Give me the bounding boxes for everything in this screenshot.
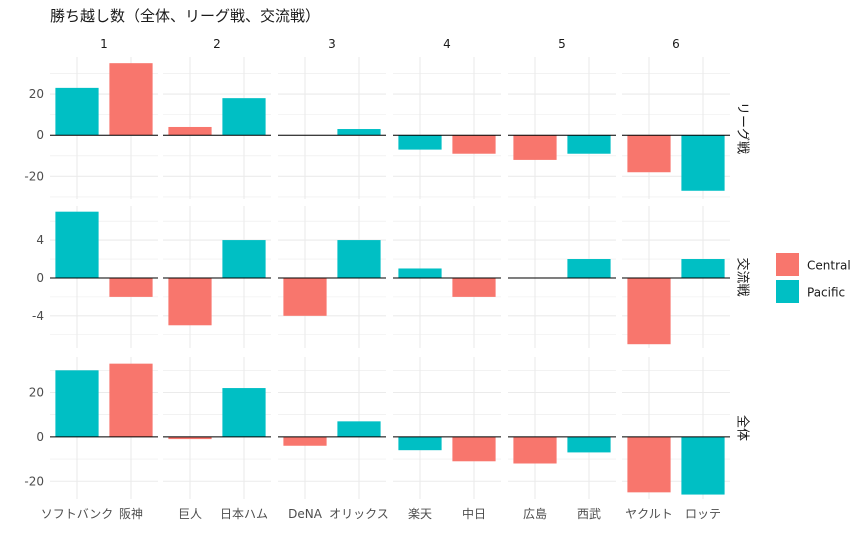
bar: [337, 421, 381, 437]
legend-key: [776, 253, 799, 276]
bar: [452, 135, 496, 154]
bar: [513, 436, 557, 464]
bar: [55, 211, 99, 278]
y-tick-label: -20: [24, 169, 44, 183]
bar: [567, 436, 611, 453]
facet-panel: [393, 206, 501, 348]
x-tick-label: オリックス: [329, 507, 389, 521]
facet-panel: [278, 57, 386, 199]
legend-label: Pacific: [807, 286, 845, 300]
facet-panel: [50, 357, 158, 499]
y-tick-label: 20: [29, 87, 44, 101]
legend-label: Central: [807, 259, 851, 273]
facet-panel: [393, 57, 501, 199]
x-tick-label: DeNA: [288, 507, 323, 521]
bar: [627, 277, 671, 345]
y-tick-label: 0: [36, 430, 44, 444]
facet-panel: [393, 357, 501, 499]
bar: [452, 436, 496, 462]
bar: [681, 436, 725, 495]
facet-row-label: 交流戦: [735, 257, 751, 296]
bar: [168, 436, 212, 440]
bar: [627, 436, 671, 493]
facet-panel: [163, 357, 271, 499]
facet-row-label: 全体: [735, 415, 751, 441]
facet-panel: [508, 57, 616, 199]
facet-panel: [278, 357, 386, 499]
facet-panel: [50, 57, 158, 199]
bar: [222, 240, 266, 278]
bar: [109, 363, 153, 437]
bar: [168, 126, 212, 136]
y-tick-label: -4: [32, 309, 44, 323]
facet-column-label: 2: [213, 37, 221, 51]
facet-panel: [622, 206, 730, 348]
bar: [222, 388, 266, 437]
facet-panels: 1 2 3 4 5 6 リーグ戦 20 0 -20 交流戦 4 0 -4 全体 20 0 -20 ソフトバンク 阪神 巨…: [24, 37, 750, 521]
bar: [109, 277, 153, 297]
facet-panel: [50, 206, 158, 348]
y-tick-label: -20: [24, 474, 44, 488]
legend-key: [776, 280, 799, 303]
facet-row-label: リーグ戦: [735, 102, 750, 154]
bar: [398, 135, 442, 150]
bar: [398, 268, 442, 278]
y-tick-label: 4: [36, 233, 44, 247]
x-tick-label: 日本ハム: [220, 507, 268, 521]
y-tick-label: 20: [29, 386, 44, 400]
x-tick-label: 西武: [577, 507, 601, 521]
bar: [55, 370, 99, 437]
x-tick-label: ソフトバンク: [41, 507, 114, 521]
bar: [627, 135, 671, 173]
x-tick-label: 巨人: [178, 507, 202, 521]
y-tick-label: 0: [36, 271, 44, 285]
bar: [567, 259, 611, 278]
facet-panel: [508, 357, 616, 499]
bar: [337, 240, 381, 278]
facet-column-label: 1: [100, 37, 108, 51]
bar: [283, 436, 327, 446]
bar: [681, 135, 725, 191]
x-tick-label: 中日: [462, 506, 486, 521]
facet-panel: [163, 57, 271, 199]
x-tick-label: 広島: [523, 506, 547, 521]
bar: [55, 87, 99, 136]
legend: Central Pacific: [776, 253, 851, 303]
bar: [567, 135, 611, 154]
bar: [398, 436, 442, 451]
facet-panel: [622, 357, 730, 499]
x-tick-label: ロッテ: [685, 507, 721, 521]
bar: [168, 277, 212, 326]
chart-title: 勝ち越し数（全体、リーグ戦、交流戦）: [50, 7, 320, 25]
facet-column-label: 3: [328, 37, 336, 51]
bar: [452, 277, 496, 297]
facet-panel: [278, 206, 386, 348]
facet-column-label: 4: [443, 37, 451, 51]
bar: [222, 98, 266, 136]
bar: [513, 135, 557, 160]
x-tick-label: 楽天: [408, 507, 432, 521]
bar: [681, 259, 725, 278]
y-tick-label: 0: [36, 128, 44, 142]
facet-panel: [508, 206, 616, 348]
x-tick-label: 阪神: [119, 507, 143, 521]
facet-panel: [163, 206, 271, 348]
facet-panel: [622, 57, 730, 199]
facet-column-label: 6: [672, 37, 680, 51]
facet-column-label: 5: [558, 37, 566, 51]
bar: [283, 277, 327, 316]
x-tick-label: ヤクルト: [625, 507, 673, 521]
bar: [337, 129, 381, 136]
bar: [109, 63, 153, 136]
